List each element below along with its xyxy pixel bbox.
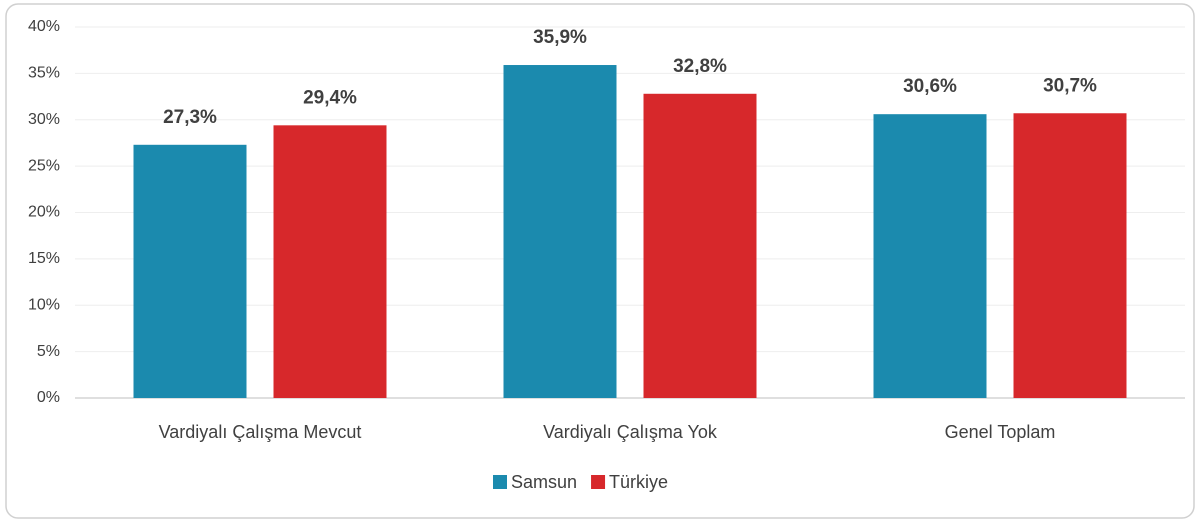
value-label: 27,3% — [163, 107, 217, 128]
y-tick-label: 0% — [37, 389, 60, 406]
bar — [873, 114, 987, 398]
value-label: 35,9% — [533, 27, 587, 48]
legend-swatch — [493, 475, 507, 489]
legend-label: Samsun — [511, 472, 577, 492]
value-label: 32,8% — [673, 56, 727, 77]
y-tick-label: 25% — [28, 157, 60, 174]
value-label: 30,7% — [1043, 75, 1097, 96]
value-label: 30,6% — [903, 76, 957, 97]
y-tick-label: 30% — [28, 111, 60, 128]
y-tick-label: 5% — [37, 343, 60, 360]
y-tick-label: 10% — [28, 296, 60, 313]
y-tick-label: 35% — [28, 65, 60, 82]
bar — [503, 65, 617, 398]
x-tick-label: Genel Toplam — [945, 422, 1056, 442]
legend-swatch — [591, 475, 606, 489]
y-tick-label: 15% — [28, 250, 60, 267]
y-tick-label: 20% — [28, 204, 60, 221]
value-label: 29,4% — [303, 87, 357, 108]
legend-label: Türkiye — [609, 472, 668, 492]
x-tick-label: Vardiyalı Çalışma Yok — [543, 422, 718, 442]
bar — [643, 93, 757, 398]
bar — [1013, 113, 1127, 398]
y-tick-label: 40% — [28, 18, 60, 35]
x-tick-label: Vardiyalı Çalışma Mevcut — [159, 422, 362, 442]
bar — [133, 144, 247, 398]
bar — [273, 125, 387, 398]
